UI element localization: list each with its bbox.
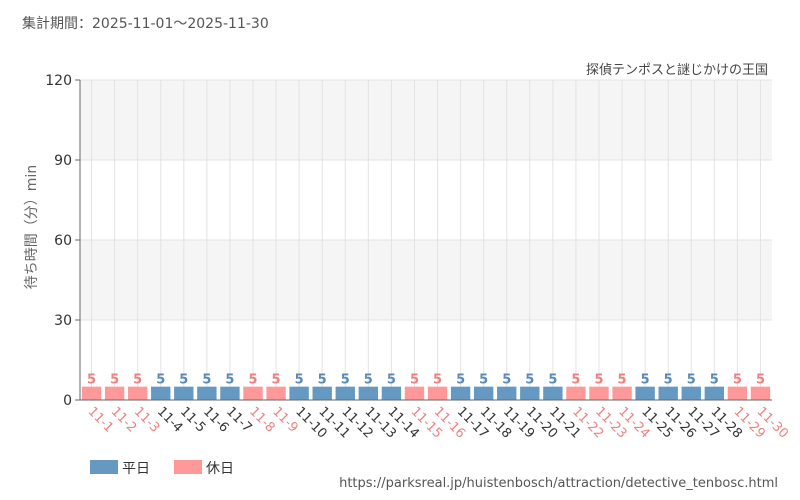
bar: [566, 386, 586, 400]
bar-value-label: 5: [364, 373, 373, 388]
legend: 平日 休日: [90, 460, 234, 477]
bar-value-label: 5: [571, 373, 580, 388]
x-tick-label: 11-1: [85, 404, 116, 435]
plot-background: [80, 80, 772, 400]
plot-band: [80, 240, 772, 320]
plot-band: [80, 320, 772, 400]
y-axis-label: 待ち時間（分）min: [24, 165, 40, 289]
x-tick-label: 11-4: [154, 404, 185, 435]
bar-value-label: 5: [110, 373, 119, 388]
bar-value-label: 5: [202, 373, 211, 388]
bar: [750, 386, 771, 400]
bar-value-label: 5: [179, 373, 188, 388]
bar-value-label: 5: [295, 373, 304, 388]
bar: [266, 386, 286, 400]
bar: [520, 386, 540, 400]
bar-value-label: 5: [387, 373, 396, 388]
bar-value-label: 5: [318, 373, 327, 388]
bar: [704, 386, 725, 400]
x-tick-label: 11-9: [269, 404, 300, 435]
bar: [151, 386, 171, 400]
plot-band: [80, 80, 772, 160]
bar-value-label: 5: [687, 373, 696, 388]
bar: [197, 386, 217, 400]
y-axis-ticks: 0 30 60 90 120: [45, 73, 80, 409]
bar-value-label: 5: [502, 373, 511, 388]
bar-value-label: 5: [341, 373, 350, 388]
plot-band: [80, 160, 772, 240]
x-tick-label: 11-2: [108, 404, 139, 435]
bar: [473, 386, 494, 400]
bar: [104, 386, 125, 400]
bar-value-label: 5: [733, 373, 742, 388]
y-tick-label: 30: [54, 313, 72, 329]
y-tick-label: 60: [54, 233, 72, 249]
bar: [404, 386, 425, 400]
bar: [358, 386, 379, 400]
legend-label: 休日: [206, 461, 234, 477]
bar: [81, 386, 102, 400]
bar: [335, 386, 355, 400]
bar-value-label: 5: [248, 373, 257, 388]
legend-swatch: [90, 460, 118, 474]
bar: [450, 386, 471, 400]
bar: [127, 386, 148, 400]
y-tick-label: 90: [54, 153, 72, 169]
bar-value-label: 5: [225, 373, 234, 388]
bar-value-label: 5: [87, 373, 96, 388]
bar-value-label: 5: [272, 373, 281, 388]
bar-value-label: 5: [410, 373, 419, 388]
bar-value-label: 5: [456, 373, 465, 388]
x-tick-label: 11-8: [246, 404, 277, 435]
bar: [174, 386, 194, 400]
bar-value-label: 5: [618, 373, 627, 388]
bar: [220, 386, 240, 400]
grid-lines: [80, 79, 772, 401]
bar-value-label: 5: [710, 373, 719, 388]
bar-value-label: 5: [548, 373, 557, 388]
x-axis-ticks: 11-111-211-311-411-511-611-711-811-911-1…: [85, 404, 791, 441]
y-tick-label: 0: [63, 393, 72, 409]
legend-label: 平日: [122, 461, 150, 477]
bar-value-label: 5: [664, 373, 673, 388]
legend-swatch: [174, 460, 202, 474]
bars: [81, 386, 771, 400]
bar: [497, 386, 517, 400]
x-tick-label: 11-6: [200, 404, 231, 435]
bar: [243, 386, 263, 400]
bar-value-label: 5: [756, 373, 765, 388]
bar-value-label: 5: [433, 373, 442, 388]
bar: [543, 386, 563, 400]
x-tick-label: 11-5: [177, 404, 208, 435]
bar-value-label: 5: [156, 373, 165, 388]
bar: [427, 386, 448, 400]
x-tick-label: 11-3: [131, 404, 162, 435]
bar: [635, 386, 655, 400]
bar-value-label: 5: [641, 373, 650, 388]
x-tick-label: 11-7: [223, 404, 254, 435]
attraction-title: 探偵テンポスと謎じかけの王国: [586, 63, 768, 78]
bar: [289, 386, 309, 400]
bar: [589, 386, 609, 400]
bar-value-label: 5: [594, 373, 603, 388]
bar-value-label: 5: [525, 373, 534, 388]
period-label: 集計期間：2025-11-01～2025-11-30: [22, 15, 269, 32]
source-url: https://parksreal.jp/huistenbosch/attrac…: [339, 476, 778, 491]
bar: [612, 386, 632, 400]
bar: [312, 386, 332, 400]
bar-value-label: 5: [133, 373, 142, 388]
bar: [727, 386, 748, 400]
bar: [381, 386, 402, 400]
bar: [681, 386, 701, 400]
bar: [658, 386, 678, 400]
y-tick-label: 120: [45, 73, 72, 89]
bar-value-label: 5: [479, 373, 488, 388]
